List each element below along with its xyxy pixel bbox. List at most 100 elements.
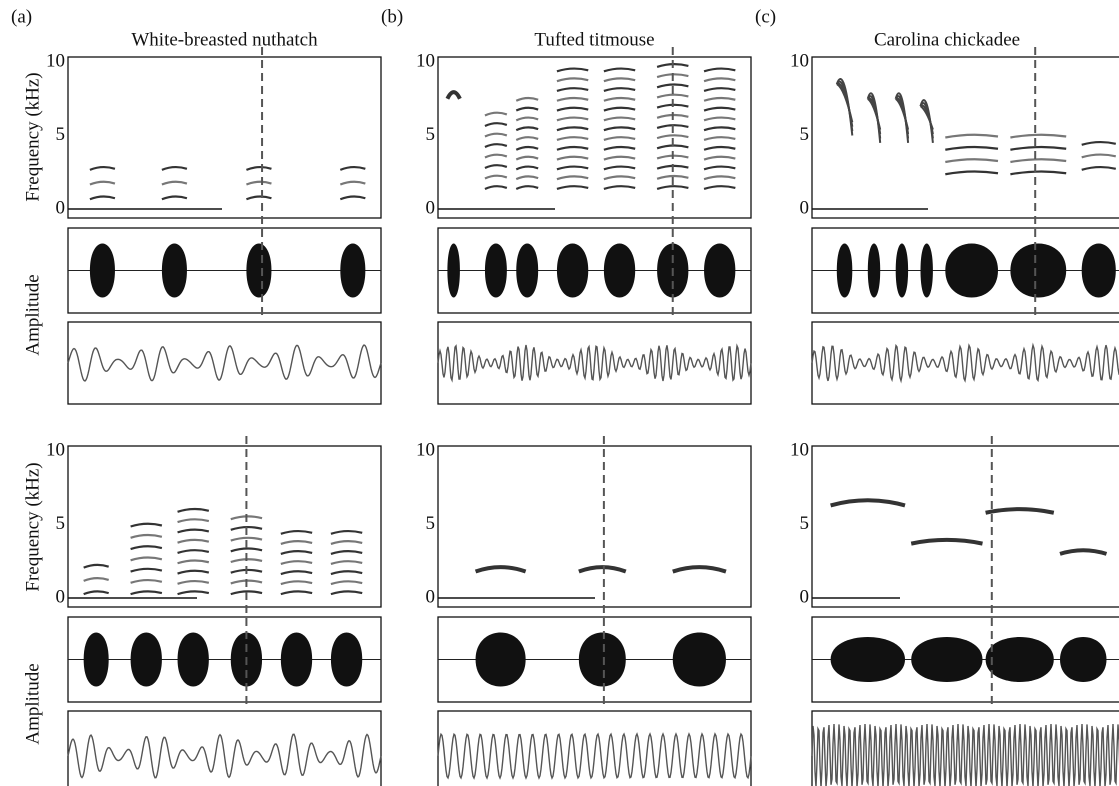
harmonic xyxy=(89,165,116,171)
harmonic xyxy=(515,185,539,190)
harmonic xyxy=(515,165,539,171)
harmonic xyxy=(280,560,313,566)
y-tick-label: 10 xyxy=(790,439,809,460)
y-tick-label: 10 xyxy=(790,50,809,71)
harmonic xyxy=(1081,141,1117,146)
harmonic xyxy=(556,96,589,102)
y-tick-label: 10 xyxy=(46,439,65,460)
y-tick-label: 5 xyxy=(426,513,436,534)
note xyxy=(1059,548,1108,556)
harmonic xyxy=(339,195,366,201)
harmonic xyxy=(484,143,508,148)
harmonic xyxy=(484,153,508,159)
harmonic xyxy=(130,533,163,539)
harmonic xyxy=(603,87,636,92)
envelope xyxy=(867,243,881,298)
harmonic xyxy=(603,77,636,83)
harmonic xyxy=(515,145,539,151)
harmonic xyxy=(1010,158,1067,164)
harmonic xyxy=(484,132,508,138)
spectrogram-frame xyxy=(67,56,382,219)
harmonic xyxy=(246,195,272,201)
harmonic xyxy=(556,87,589,92)
harmonic xyxy=(603,106,636,112)
harmonic xyxy=(515,96,539,102)
spectrogram-frame xyxy=(811,445,1119,608)
harmonic xyxy=(484,111,508,117)
harmonic xyxy=(339,165,366,171)
envelope xyxy=(836,243,853,298)
harmonic xyxy=(703,155,736,161)
harmonic xyxy=(161,195,188,201)
y-tick-label: 10 xyxy=(416,439,435,460)
panel-title: Tufted titmouse xyxy=(534,29,654,50)
harmonic xyxy=(556,116,589,122)
harmonic xyxy=(1081,165,1117,171)
harmonic xyxy=(556,155,589,161)
spectrogram-frame xyxy=(67,445,382,608)
harmonic xyxy=(246,165,272,171)
harmonic xyxy=(177,579,210,585)
harmonic xyxy=(177,528,210,534)
y-tick-label: 10 xyxy=(416,50,435,71)
envelope xyxy=(447,243,460,298)
harmonic xyxy=(703,126,736,132)
harmonic xyxy=(656,174,689,180)
note xyxy=(578,565,627,574)
harmonic xyxy=(484,174,508,180)
harmonic xyxy=(945,170,999,176)
harmonic xyxy=(130,545,163,551)
envelope xyxy=(161,243,187,298)
harmonic xyxy=(177,559,210,565)
y-tick-label: 5 xyxy=(800,513,810,534)
envelope xyxy=(475,632,526,687)
harmonic xyxy=(230,590,263,596)
harmonic xyxy=(703,87,736,92)
harmonic xyxy=(556,165,589,171)
harmonic xyxy=(177,518,210,524)
harmonic xyxy=(280,540,313,545)
harmonic xyxy=(89,195,116,201)
harmonic xyxy=(177,569,210,575)
note xyxy=(474,565,527,574)
harmonic xyxy=(515,126,539,132)
harmonic xyxy=(330,530,363,535)
note xyxy=(672,565,727,574)
y-axis-label: Amplitude xyxy=(22,663,43,744)
y-axis-label: Amplitude xyxy=(22,274,43,355)
harmonic xyxy=(603,175,636,181)
harmonic xyxy=(1010,133,1067,139)
harmonic xyxy=(83,563,110,569)
harmonic xyxy=(703,67,736,73)
harmonic xyxy=(603,136,636,141)
harmonic xyxy=(1081,153,1117,159)
envelope xyxy=(1010,243,1067,298)
harmonic xyxy=(603,116,636,122)
waveform xyxy=(67,344,382,382)
waveform xyxy=(811,723,1119,786)
envelope xyxy=(895,243,909,298)
panel-title: White-breasted nuthatch xyxy=(131,29,318,50)
harmonic xyxy=(83,590,110,596)
envelope xyxy=(704,243,736,298)
harmonic xyxy=(703,175,736,181)
harmonic xyxy=(945,158,999,164)
harmonic xyxy=(703,185,736,190)
harmonic xyxy=(330,570,363,576)
harmonic xyxy=(656,134,689,140)
harmonic xyxy=(177,538,210,544)
envelope xyxy=(130,632,162,687)
harmonic xyxy=(246,180,272,186)
harmonic xyxy=(603,67,636,73)
envelope xyxy=(83,632,109,687)
panel-label: (a) xyxy=(11,6,32,27)
harmonic xyxy=(603,96,636,102)
waveform xyxy=(437,343,752,383)
y-tick-label: 0 xyxy=(426,197,436,218)
y-tick-label: 0 xyxy=(56,197,66,218)
y-tick-label: 0 xyxy=(426,586,436,607)
envelope xyxy=(340,243,366,298)
harmonic xyxy=(703,145,736,151)
envelope xyxy=(1060,637,1107,682)
